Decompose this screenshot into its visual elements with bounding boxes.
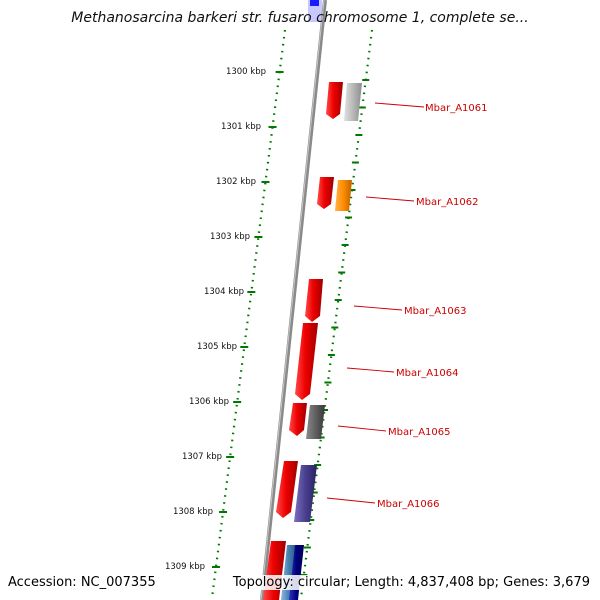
cds-feature[interactable] (326, 82, 343, 119)
gene-label-mbar-a1063[interactable]: Mbar_A1063 (404, 306, 467, 317)
gene-label-leaders (326, 102, 425, 504)
ruler-tick-label: 1303 kbp (210, 232, 250, 242)
ruler-tick-label: 1309 kbp (165, 562, 205, 572)
gene-label-mbar-a1062[interactable]: Mbar_A1062 (416, 197, 479, 208)
gene-feature[interactable] (294, 465, 317, 522)
genome-backbone-highlight (260, 0, 325, 600)
ruler-dotted-left (210, 29, 287, 599)
ruler-dotted-right (299, 29, 374, 599)
gene-label-mbar-a1064[interactable]: Mbar_A1064 (396, 368, 459, 379)
ruler-tick-label: 1301 kbp (221, 122, 261, 132)
map-title: Methanosarcina barkeri str. fusaro chrom… (71, 10, 529, 26)
gene-label-mbar-a1061[interactable]: Mbar_A1061 (425, 103, 488, 114)
cds-feature[interactable] (305, 279, 323, 322)
genome-backbone (260, 0, 327, 600)
cds-feature[interactable] (317, 177, 334, 209)
ruler-tick-label: 1306 kbp (189, 397, 229, 407)
gene-features (263, 82, 362, 600)
gene-feature[interactable] (344, 83, 362, 121)
cds-feature[interactable] (295, 323, 318, 400)
gene-label-mbar-a1066[interactable]: Mbar_A1066 (377, 499, 440, 510)
gene-feature[interactable] (335, 180, 352, 211)
ruler-tick-label: 1308 kbp (173, 507, 213, 517)
accession-text: Accession: NC_007355 (8, 575, 156, 590)
ruler-tick-label: 1302 kbp (216, 177, 256, 187)
gene-label-mbar-a1065[interactable]: Mbar_A1065 (388, 427, 451, 438)
ruler-tick-label: 1307 kbp (182, 452, 222, 462)
cds-feature[interactable] (276, 461, 298, 518)
ruler-tick-label: 1305 kbp (197, 342, 237, 352)
genome-summary-text: Topology: circular; Length: 4,837,408 bp… (232, 575, 590, 590)
cds-feature[interactable] (289, 403, 307, 436)
ruler-tick-label: 1300 kbp (226, 67, 266, 77)
ruler-ticks-left (211, 71, 284, 568)
ruler-tick-label: 1304 kbp (204, 287, 244, 297)
blue-feature-top-core[interactable] (310, 0, 319, 6)
gene-feature[interactable] (306, 405, 325, 439)
